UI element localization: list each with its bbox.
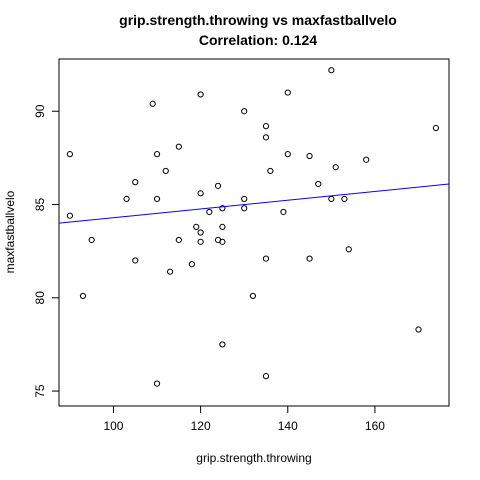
y-tick-label: 75: [33, 384, 47, 398]
x-tick-label: 160: [365, 419, 385, 433]
data-point: [193, 223, 200, 231]
data-point: [188, 261, 196, 268]
data-point: [79, 292, 87, 300]
data-point: [328, 67, 335, 74]
data-point: [219, 341, 226, 348]
x-tick-label: 140: [278, 419, 298, 433]
data-point: [219, 238, 226, 245]
x-tick-label: 120: [191, 419, 211, 433]
data-point: [341, 195, 348, 203]
y-axis-label: maxfastballvelo: [3, 190, 17, 273]
chart-subtitle: Correlation: 0.124: [199, 32, 317, 48]
regression-line: [58, 183, 450, 224]
data-point: [153, 195, 161, 203]
data-point: [262, 373, 270, 380]
data-point: [88, 236, 95, 244]
data-point: [132, 179, 139, 186]
x-axis: 100 120 140 160: [103, 405, 385, 433]
data-point: [66, 212, 73, 219]
chart-title: grip.strength.throwing vs maxfastballvel…: [119, 12, 397, 28]
data-point: [241, 108, 248, 115]
data-point: [363, 156, 370, 163]
data-point: [345, 246, 352, 253]
y-axis: 75 80 85 90: [33, 104, 60, 398]
data-point: [197, 229, 204, 236]
y-tick-label: 85: [33, 198, 47, 212]
data-point: [153, 151, 161, 158]
data-point: [262, 123, 270, 130]
data-point: [197, 91, 204, 98]
x-axis-label: grip.strength.throwing: [196, 451, 311, 465]
data-point: [262, 134, 270, 141]
y-tick-label: 80: [33, 291, 47, 305]
data-point: [66, 151, 73, 158]
data-point: [175, 236, 182, 244]
data-point: [262, 255, 270, 262]
data-point: [328, 195, 335, 203]
data-point: [149, 100, 156, 107]
data-point: [219, 223, 226, 231]
data-point: [214, 182, 222, 189]
data-point: [280, 208, 287, 216]
data-point: [241, 205, 248, 212]
data-point: [153, 380, 161, 387]
data-point: [241, 195, 248, 203]
data-point: [415, 326, 422, 333]
data-point: [315, 180, 322, 188]
data-point: [306, 255, 313, 262]
plot-frame: [58, 58, 450, 407]
data-point: [206, 208, 213, 216]
data-point: [249, 292, 257, 300]
data-point: [132, 257, 139, 264]
data-point: [432, 124, 440, 132]
data-point: [219, 205, 226, 212]
data-point: [267, 167, 274, 175]
data-point: [175, 143, 182, 150]
data-point: [167, 268, 174, 275]
data-point: [197, 238, 204, 245]
data-point: [197, 190, 204, 197]
y-tick-label: 90: [33, 104, 47, 118]
data-points: [66, 67, 440, 387]
data-point: [123, 195, 130, 203]
data-point: [332, 164, 339, 171]
data-point: [284, 151, 291, 158]
data-point: [162, 167, 169, 175]
x-tick-label: 100: [103, 419, 123, 433]
data-point: [306, 152, 313, 160]
data-point: [284, 89, 291, 96]
